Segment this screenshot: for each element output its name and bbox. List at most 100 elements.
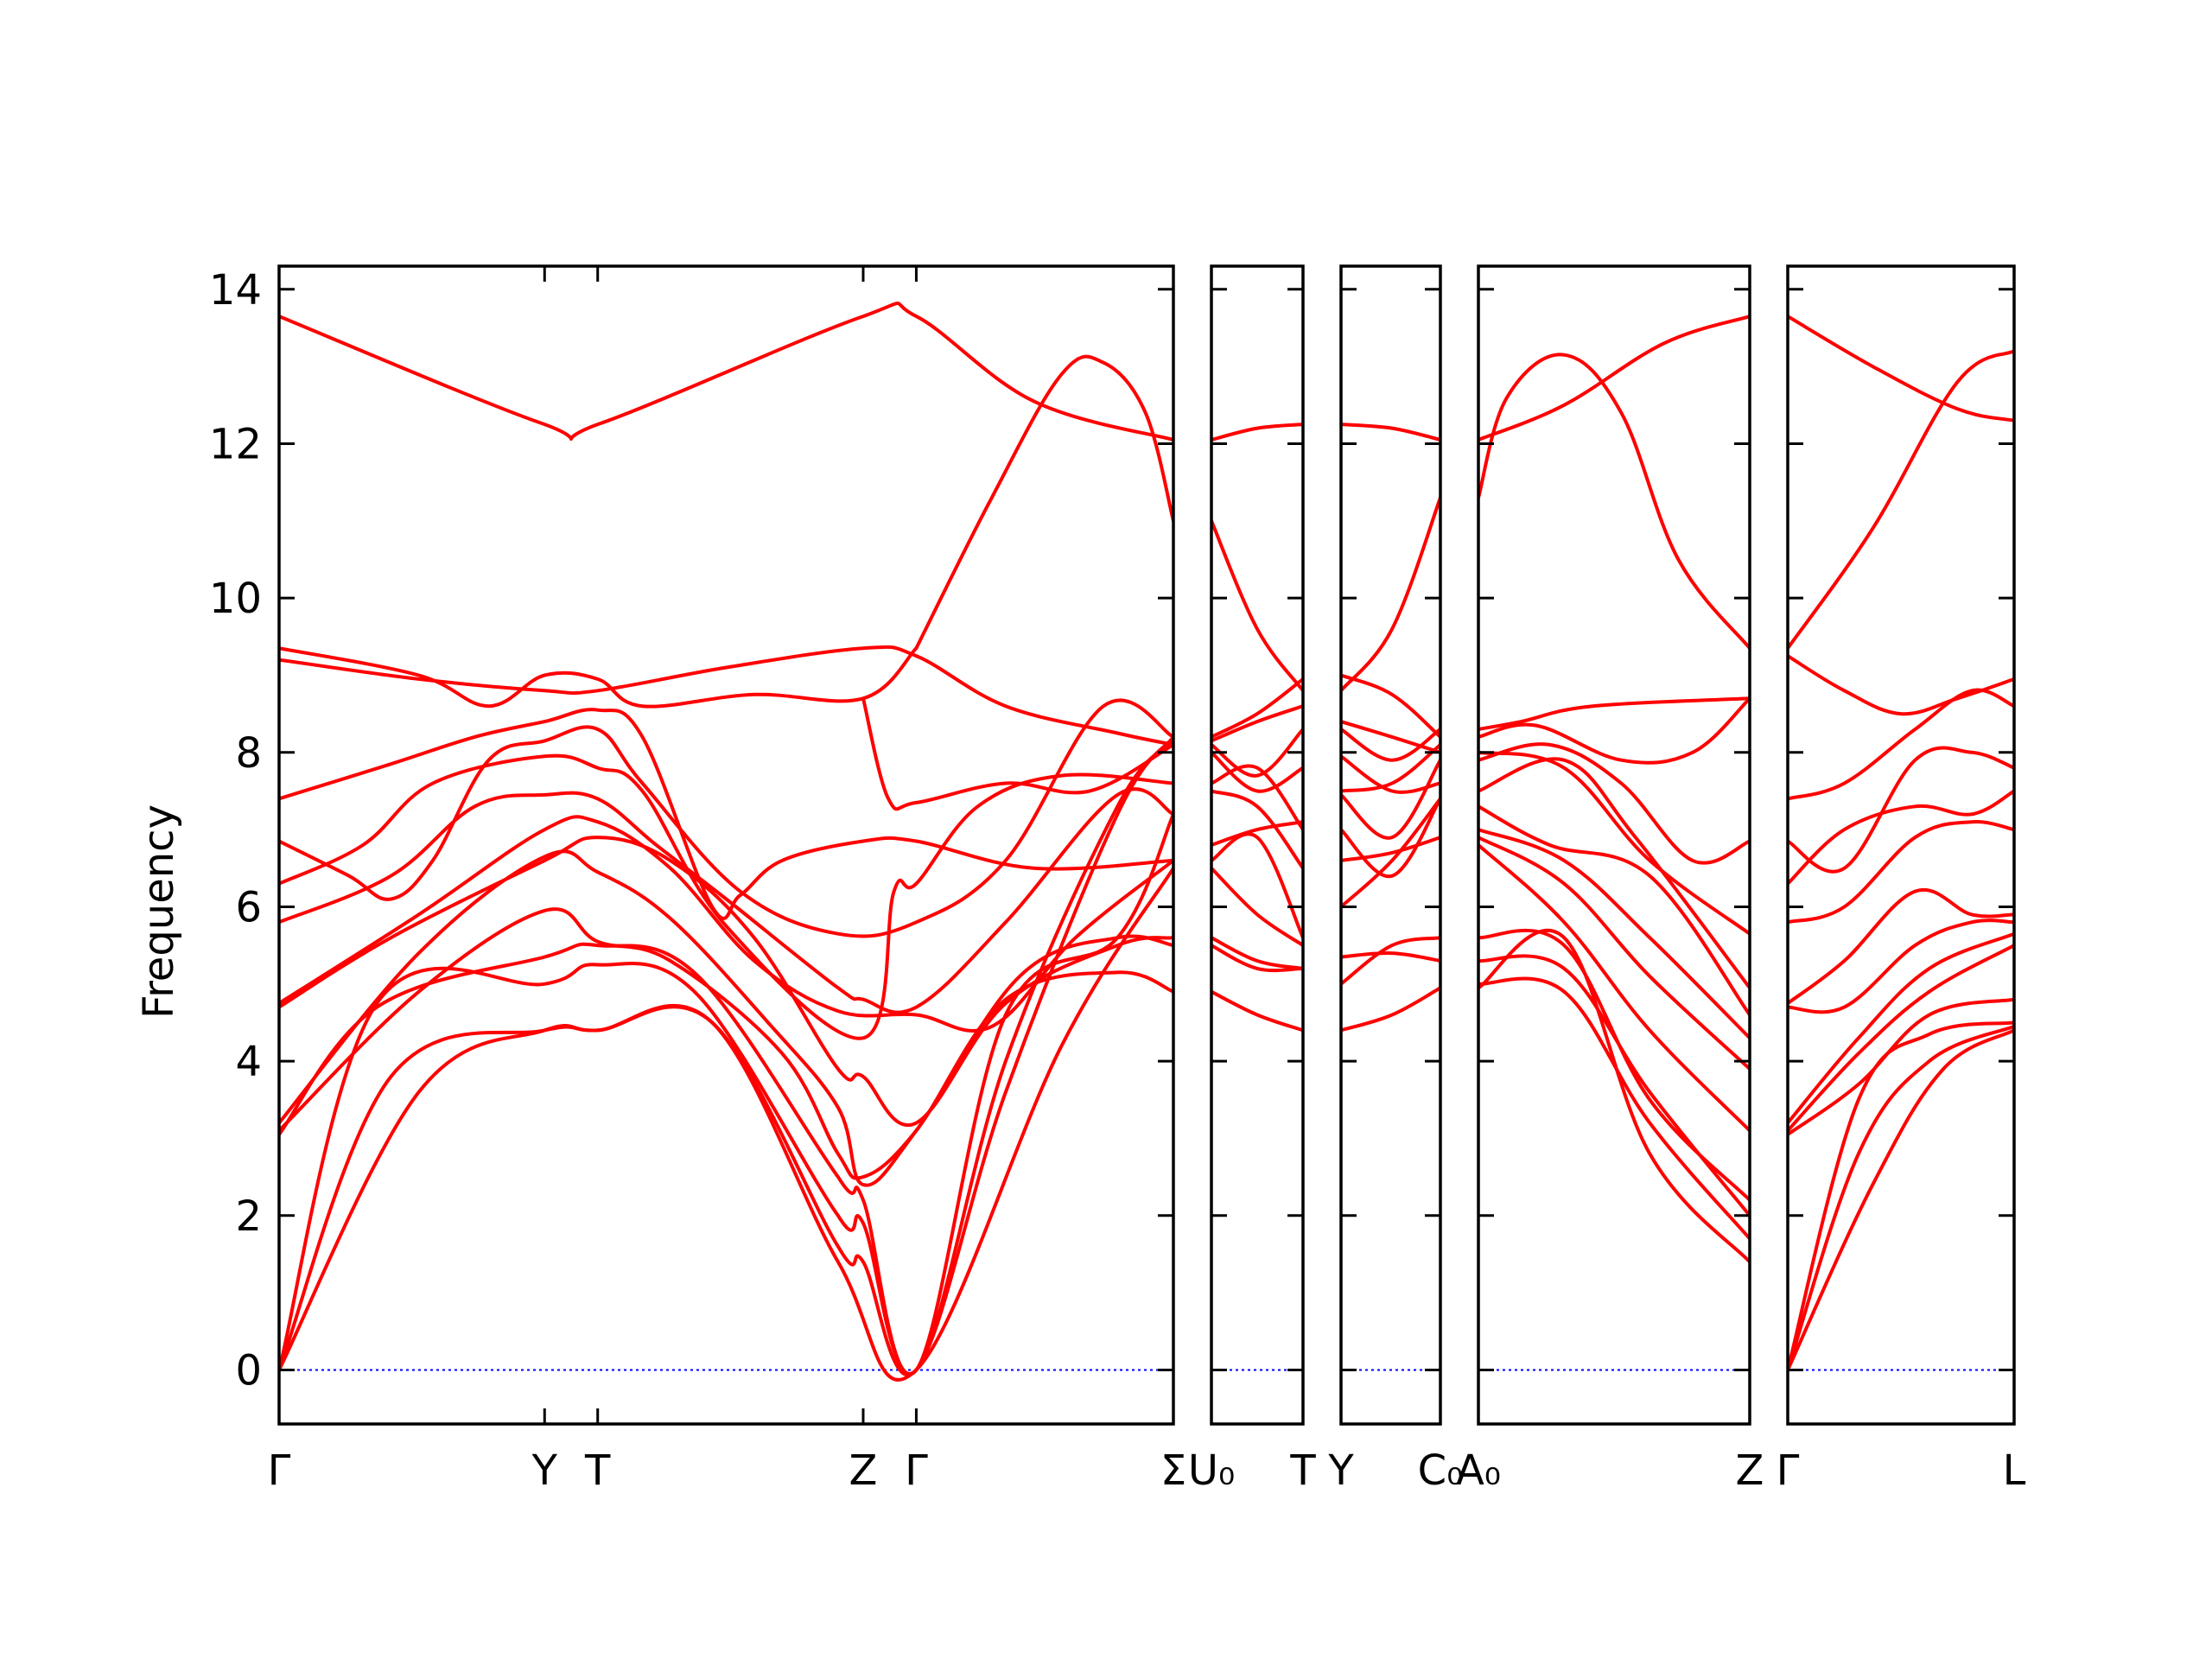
y-axis-label: Frequency (135, 804, 183, 1019)
bands-panel-5 (1788, 315, 2014, 1372)
kpoint-label: L (2003, 1446, 2026, 1495)
band-line (279, 815, 1173, 1033)
kpoint-label: Z (849, 1446, 878, 1495)
band-line (1478, 696, 1750, 731)
kpoint-label: Γ (1777, 1446, 1800, 1495)
band-line (1788, 789, 2014, 886)
band-line (1788, 349, 2014, 651)
panel-frame (1477, 264, 1751, 1426)
band-line (1478, 976, 1750, 1241)
kpoint-label: Γ (905, 1446, 928, 1495)
kpoint-label: Z (1736, 1446, 1764, 1495)
band-line (1341, 797, 1440, 879)
band-line (1211, 866, 1303, 948)
panel-frame (277, 264, 1175, 1426)
band-line (1211, 936, 1303, 970)
kpoint-label: Y (1327, 1446, 1354, 1495)
kpoint-label: Y (531, 1446, 558, 1495)
band-line (1211, 832, 1303, 940)
kpoint-label: U₀ (1188, 1446, 1235, 1495)
bands-panel-4 (1478, 315, 1750, 1264)
band-line (1341, 720, 1440, 754)
y-tick-label: 12 (209, 420, 262, 468)
kpoint-label: T (584, 1446, 611, 1495)
band-line (1341, 673, 1440, 739)
y-tick-label: 4 (235, 1038, 262, 1086)
band-line (1478, 836, 1750, 1071)
band-line (1788, 944, 2014, 1133)
panel-3: Y C₀ (1327, 264, 1464, 1495)
band-line (279, 753, 1173, 1040)
band-line (1478, 750, 1750, 936)
band-line (1788, 1028, 2014, 1372)
band-line (1211, 728, 1303, 778)
band-line (279, 646, 918, 709)
y-tick-label: 6 (235, 883, 262, 931)
band-line (1341, 936, 1440, 986)
band-line (1788, 820, 2014, 925)
band-line (1211, 677, 1303, 739)
band-line (1788, 1020, 2014, 1372)
band-line (1788, 315, 2014, 423)
band-line (279, 849, 1173, 1187)
y-tick-label: 2 (235, 1192, 262, 1241)
band-line (1788, 997, 2014, 1136)
band-line (279, 787, 1173, 1014)
panel-frame (1210, 264, 1305, 1426)
band-line (1478, 928, 1750, 1264)
bands-panel-1 (279, 302, 1173, 1382)
band-line (1478, 804, 1750, 1017)
band-line (1788, 688, 2014, 801)
band-line (1478, 828, 1750, 1040)
band-line (279, 708, 1173, 920)
kpoint-label: A₀ (1456, 1446, 1501, 1495)
band-line (279, 698, 1173, 938)
band-line (1211, 989, 1303, 1033)
band-line (279, 812, 1173, 1376)
panel-2: U₀ T (1188, 264, 1316, 1495)
band-line (1341, 797, 1440, 909)
band-line (279, 739, 1173, 1376)
band-line (1211, 518, 1303, 693)
band-line (279, 907, 1173, 1180)
band-line (1788, 654, 2014, 716)
band-line (1211, 944, 1303, 973)
band-line (1341, 423, 1440, 442)
band-line (1478, 315, 1750, 442)
band-line (279, 302, 1173, 442)
band-line (1211, 423, 1303, 442)
band-line (1788, 931, 2014, 1125)
band-line (1478, 843, 1750, 1133)
kpoint-label: C₀ (1418, 1446, 1464, 1495)
band-line (1211, 764, 1303, 832)
y-tick-label: 10 (209, 575, 262, 623)
band-line (1478, 353, 1750, 651)
band-line (1478, 757, 1750, 990)
band-line (279, 734, 1173, 1377)
band-line (1478, 954, 1750, 1217)
band-line (1211, 820, 1303, 847)
band-line (1211, 789, 1303, 870)
bands-panel-2 (1211, 423, 1303, 1033)
band-line (1341, 986, 1440, 1033)
band-line (1211, 704, 1303, 743)
kpoint-label: Σ (1160, 1446, 1186, 1495)
band-line (1478, 696, 1750, 765)
band-line (1788, 746, 2014, 874)
kpoint-label: T (1289, 1446, 1316, 1495)
y-tick-label: 8 (235, 729, 262, 778)
band-line (1341, 836, 1440, 862)
band-line (1788, 887, 2014, 1006)
band-line (1788, 918, 2014, 1014)
panel-frame (1786, 264, 2016, 1426)
band-line (279, 836, 1173, 1128)
band-line (1478, 742, 1750, 865)
bands-panel-3 (1341, 423, 1440, 1033)
band-line (861, 696, 1173, 811)
band-line (1341, 728, 1440, 762)
band-line (1788, 1024, 2014, 1372)
